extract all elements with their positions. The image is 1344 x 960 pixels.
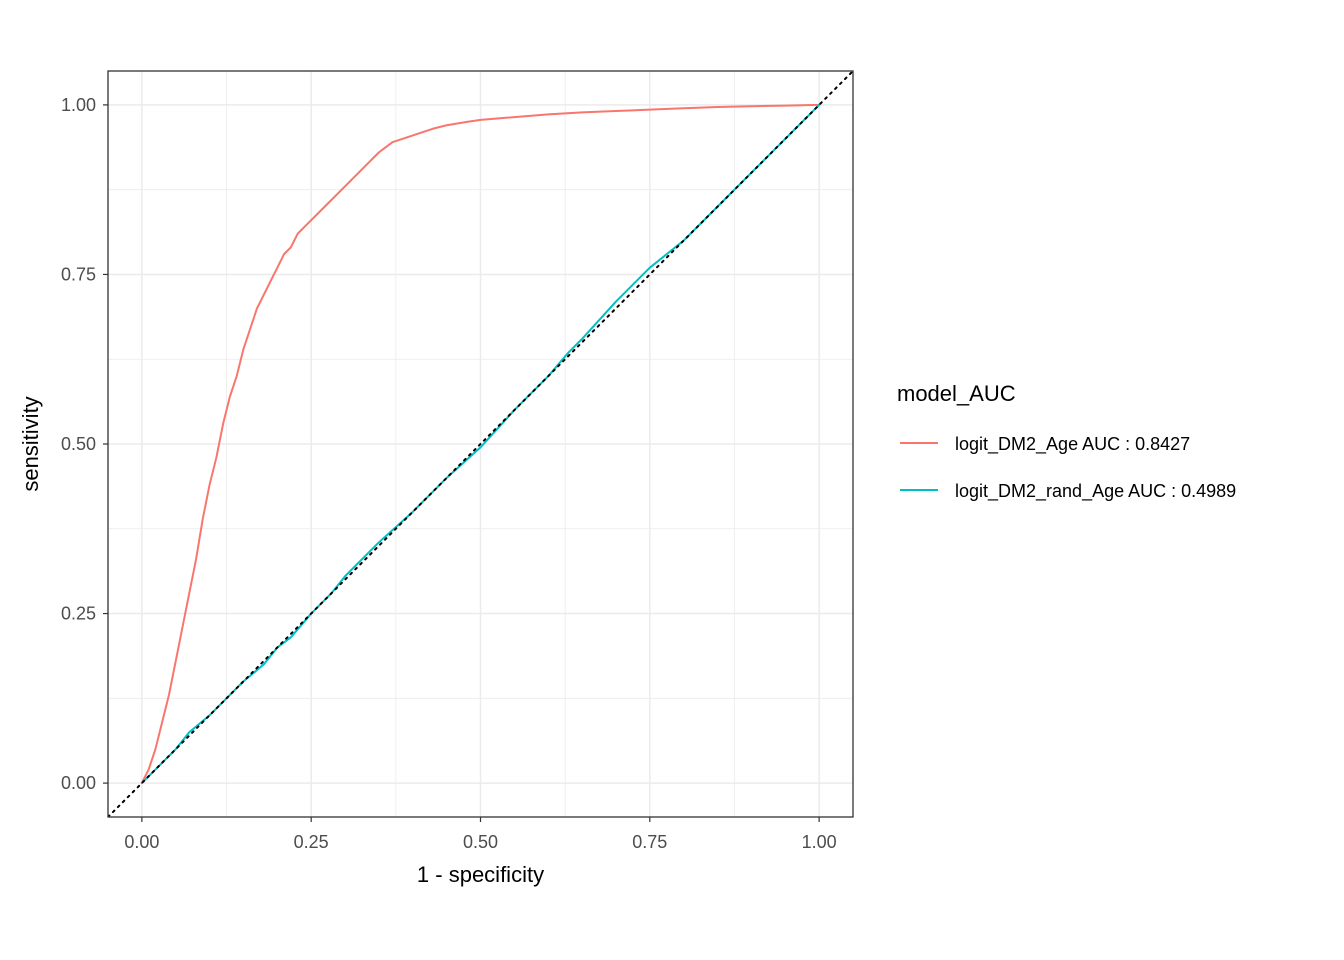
reference-diagonal-line xyxy=(108,71,853,817)
legend-label: logit_DM2_rand_Age AUC : 0.4989 xyxy=(955,481,1236,502)
y-axis-title: sensitivity xyxy=(18,396,43,491)
roc-curve-0 xyxy=(140,103,821,785)
legend-label: logit_DM2_Age AUC : 0.8427 xyxy=(955,434,1190,455)
y-tick-label: 0.25 xyxy=(61,604,96,624)
major-gridlines xyxy=(108,71,853,817)
x-tick-label: 0.75 xyxy=(632,832,667,852)
legend-item: logit_DM2_Age AUC : 0.8427 xyxy=(900,434,1190,455)
y-tick-label: 1.00 xyxy=(61,95,96,115)
legend-title: model_AUC xyxy=(897,381,1016,406)
x-axis-title: 1 - specificity xyxy=(417,862,544,887)
x-tick-label: 1.00 xyxy=(802,832,837,852)
y-axis: 0.00 0.25 0.50 0.75 1.00 xyxy=(61,95,108,793)
series-layer xyxy=(108,71,853,817)
x-axis: 0.00 0.25 0.50 0.75 1.00 xyxy=(124,817,837,852)
x-tick-label: 0.25 xyxy=(294,832,329,852)
x-tick-label: 0.50 xyxy=(463,832,498,852)
legend-item: logit_DM2_rand_Age AUC : 0.4989 xyxy=(900,481,1236,502)
legend: model_AUC logit_DM2_Age AUC : 0.8427 log… xyxy=(897,381,1236,502)
y-tick-label: 0.50 xyxy=(61,434,96,454)
y-tick-label: 0.75 xyxy=(61,264,96,284)
y-tick-label: 0.00 xyxy=(61,773,96,793)
x-tick-label: 0.00 xyxy=(124,832,159,852)
